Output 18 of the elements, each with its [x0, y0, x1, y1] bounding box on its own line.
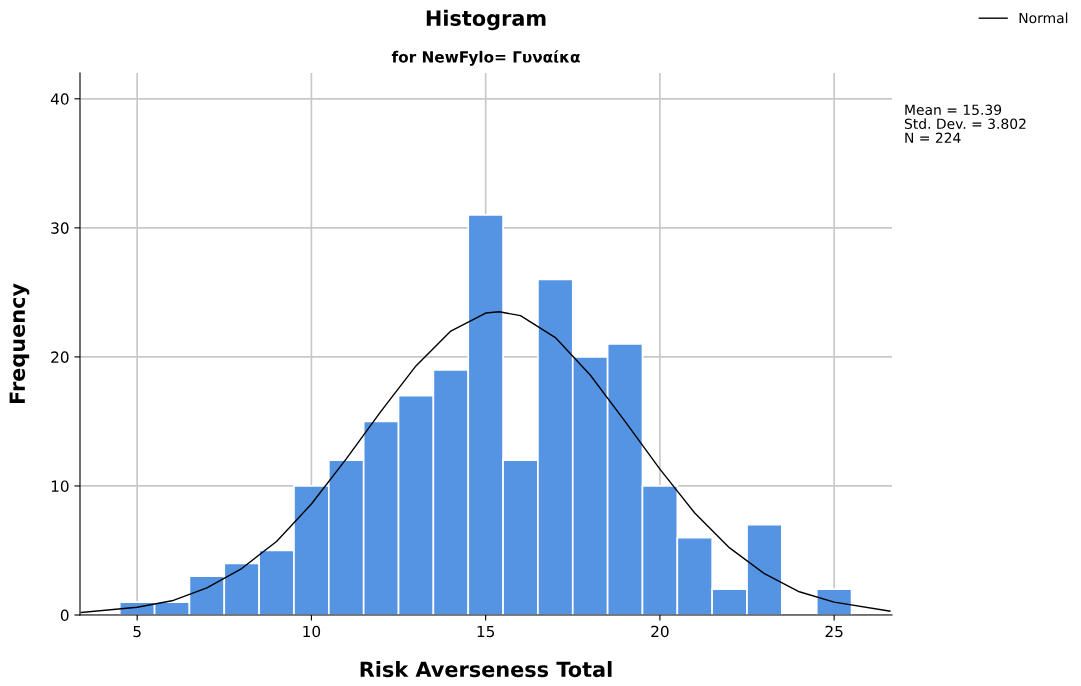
- x-tick-label: 25: [825, 625, 843, 638]
- legend-label: Normal: [1019, 12, 1068, 24]
- x-axis-title: Risk Averseness Total: [360, 661, 612, 678]
- text: Mean = 15.39: [905, 104, 1002, 116]
- y-tick-label: 30: [51, 222, 69, 234]
- x-tick-label: 20: [651, 625, 669, 638]
- y-tick-label: 20: [51, 351, 69, 363]
- x-tick-label: 10: [303, 625, 321, 638]
- y-tick-label: 10: [51, 480, 69, 492]
- y-tick-label: 0: [60, 609, 69, 622]
- text: N = 224: [905, 132, 961, 143]
- y-tick-label: 40: [50, 93, 69, 105]
- x-tick-label: 5: [133, 625, 141, 638]
- chart-title: Histogram: [426, 9, 546, 31]
- chart-subtitle: for NewFylo= Γυναίκα: [391, 50, 580, 66]
- y-axis-title: Frequency: [9, 283, 30, 404]
- x-tick-label: 15: [477, 625, 495, 638]
- text: Std. Dev. = 3.802: [904, 118, 1026, 130]
